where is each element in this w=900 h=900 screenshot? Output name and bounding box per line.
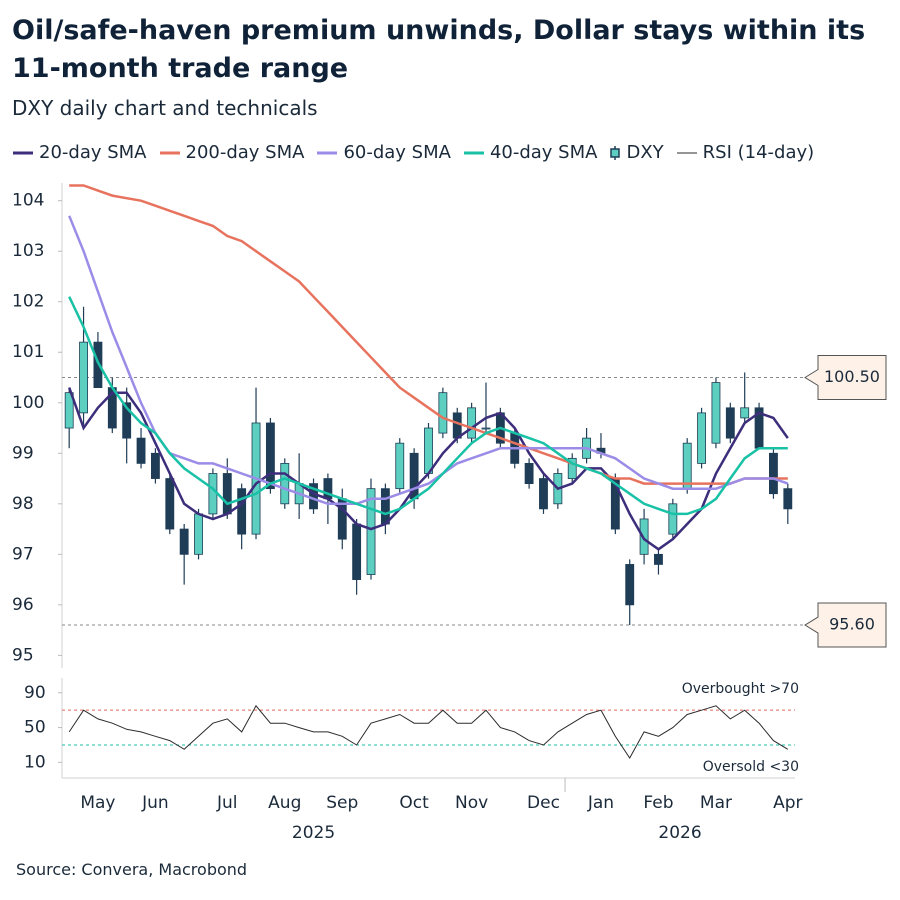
- x-tick-label: Jul: [216, 793, 238, 813]
- rsi-tick-label: 10: [24, 752, 46, 772]
- candle-body: [424, 427, 433, 474]
- candle-body: [452, 412, 462, 439]
- candle-body: [352, 523, 362, 580]
- x-tick-label: Nov: [455, 793, 488, 813]
- legend-label: 200-day SMA: [185, 142, 305, 163]
- candle-body: [380, 488, 390, 525]
- x-tick-label: Dec: [527, 793, 560, 813]
- candle-body: [438, 392, 448, 434]
- candle-body: [222, 473, 232, 515]
- legend-item: 200-day SMA: [159, 142, 305, 163]
- rsi-tick-label: 90: [24, 683, 46, 703]
- rsi-line: [68, 704, 789, 759]
- candle-body: [567, 457, 577, 479]
- candle-body: [79, 341, 88, 414]
- candle-body: [697, 412, 707, 464]
- legend-swatch: [676, 152, 697, 153]
- sma-line: [68, 387, 789, 551]
- candle-body: [122, 402, 132, 439]
- candle-body: [481, 427, 491, 430]
- legend-label: 60-day SMA: [343, 142, 451, 163]
- rsi-tick-label: 50: [24, 718, 46, 738]
- candle-body: [265, 422, 275, 490]
- x-tick-label: Apr: [773, 793, 802, 813]
- y-tick-label: 102: [12, 292, 44, 312]
- candle-body: [280, 462, 290, 505]
- legend: 20-day SMA 200-day SMA 60-day SMA 40-day SM…: [12, 142, 814, 163]
- x-tick-label: May: [80, 793, 115, 813]
- legend-swatch: [317, 151, 338, 154]
- candle-body: [165, 478, 175, 530]
- legend-label: 40-day SMA: [489, 142, 598, 163]
- y-tick-label: 103: [12, 241, 44, 261]
- candle-body: [237, 488, 247, 535]
- legend-swatch: [159, 151, 180, 154]
- candle-body: [668, 503, 678, 535]
- legend-swatch: [610, 145, 621, 160]
- x-tick-label: Jun: [141, 793, 169, 813]
- reference-label: 95.60: [829, 615, 875, 634]
- legend-item: 60-day SMA: [316, 142, 451, 163]
- candle-body: [64, 392, 74, 429]
- x-tick-label: Oct: [399, 793, 429, 813]
- y-tick-label: 100: [12, 393, 44, 413]
- sma-line: [68, 215, 789, 506]
- candles: [64, 306, 793, 626]
- y-tick-label: 104: [12, 191, 44, 211]
- candle-body: [208, 473, 218, 515]
- callout-box: [804, 602, 887, 648]
- candle-body: [524, 462, 534, 484]
- chart-subtitle: DXY daily chart and technicals: [12, 96, 318, 120]
- y-tick-label: 97: [12, 544, 34, 564]
- sma-line: [68, 296, 788, 516]
- candle-body: [467, 407, 477, 439]
- x-tick-label: Mar: [700, 793, 732, 813]
- callout-box: [804, 355, 887, 401]
- candle-body: [395, 442, 405, 490]
- y-tick-label: 96: [12, 595, 34, 615]
- candle-body: [136, 437, 146, 464]
- legend-item: 20-day SMA: [12, 142, 147, 163]
- legend-label: RSI (14-day): [702, 142, 815, 163]
- candle-body: [539, 478, 548, 510]
- y-tick-label: 99: [12, 443, 34, 463]
- legend-label: 20-day SMA: [39, 142, 147, 163]
- candle-body: [625, 564, 635, 606]
- candle-body: [179, 528, 189, 555]
- candle-body: [725, 407, 735, 439]
- candle-body: [711, 382, 721, 444]
- source-note: Source: Convera, Macrobond: [16, 860, 248, 879]
- candle-body: [783, 488, 793, 510]
- candle-body: [150, 452, 160, 479]
- candle-body: [639, 518, 649, 555]
- y-tick-label: 95: [12, 645, 34, 665]
- chart-title: Oil/safe-haven premium unwinds, Dollar s…: [12, 15, 866, 84]
- x-tick-label: Sep: [326, 793, 358, 813]
- x-tick-label: Feb: [643, 793, 673, 813]
- y-tick-label: 101: [12, 342, 44, 362]
- candle-body: [769, 452, 778, 495]
- x-tick-label: Jan: [587, 793, 614, 813]
- legend-swatch: [463, 151, 484, 154]
- rsi-reference-label: Oversold <30: [703, 759, 799, 775]
- legend-item: RSI (14-day): [676, 142, 815, 163]
- x-group-label: 2026: [658, 823, 701, 843]
- candle-body: [682, 442, 692, 490]
- legend-swatch: [13, 151, 33, 154]
- legend-item: 40-day SMA: [463, 142, 598, 163]
- y-tick-label: 98: [12, 494, 34, 514]
- x-tick-label: Aug: [268, 793, 301, 813]
- x-group-label: 2025: [292, 823, 335, 843]
- sma-line: [69, 184, 788, 485]
- candle-body: [366, 488, 376, 575]
- reference-label: 100.50: [824, 367, 880, 386]
- rsi-reference-label: Overbought >70: [682, 681, 799, 697]
- candle-body: [654, 553, 663, 565]
- candle-body: [740, 407, 750, 419]
- legend-item: DXY: [609, 142, 664, 163]
- legend-label: DXY: [626, 142, 664, 163]
- candle-body: [194, 513, 203, 555]
